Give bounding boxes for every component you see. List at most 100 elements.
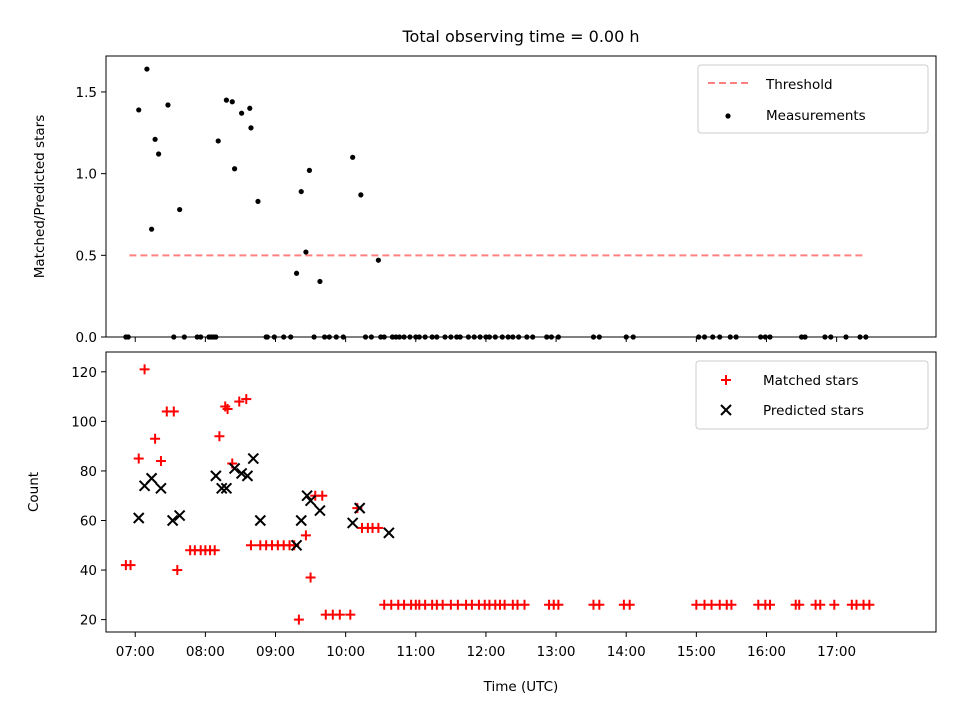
top-y-tick-label: 1.5: [76, 85, 97, 101]
measurement-point: [350, 154, 356, 160]
matched-star-point: [209, 545, 220, 556]
x-tick-label: 09:00: [256, 644, 295, 660]
top-plot-frame: [105, 55, 937, 338]
matched-star-point: [864, 599, 875, 610]
predicted-star-point: [304, 494, 317, 507]
measurement-point: [247, 105, 253, 111]
matched-star-point: [234, 396, 245, 407]
legend-matched-swatch: [721, 375, 731, 385]
matched-stars-points: [120, 364, 875, 625]
predicted-star-point: [295, 514, 307, 527]
measurement-point: [255, 198, 261, 205]
x-tick-label: 11:00: [396, 644, 435, 660]
matched-star-point: [172, 565, 183, 576]
matched-star-point: [317, 490, 328, 501]
predicted-star-point: [216, 482, 228, 494]
matched-star-point: [133, 453, 144, 464]
predicted-star-point: [254, 514, 267, 527]
measurement-point: [229, 99, 235, 105]
matched-star-point: [300, 530, 311, 541]
matched-star-point: [334, 609, 345, 620]
predicted-star-point: [346, 517, 359, 529]
matched-star-point: [726, 599, 737, 610]
matched-star-point: [139, 364, 150, 375]
legend-measurements-label: Measurements: [766, 108, 866, 124]
bottom-x-ticks: 07:00 08:00 09:00 10:00 11:00 12:00 13:00 14:00…: [116, 632, 856, 660]
bottom-y-tick-label: 40: [80, 563, 97, 579]
top-legend: Threshold Measurements: [697, 64, 929, 134]
bottom-y-ticks: 20 40 60 80 100 120: [71, 365, 106, 629]
x-tick-label: 16:00: [747, 644, 786, 660]
matched-star-point: [150, 433, 161, 444]
measurement-point: [358, 192, 364, 198]
predicted-star-point: [133, 512, 145, 524]
measurement-point: [136, 107, 142, 113]
measurement-point: [156, 151, 162, 157]
matched-star-point: [553, 599, 564, 610]
legend-x-marker: [720, 404, 732, 416]
measurement-point: [177, 206, 183, 213]
predicted-star-point: [166, 514, 179, 527]
x-axis-label: Time (UTC): [483, 679, 559, 695]
x-tick-label: 14:00: [607, 644, 646, 660]
predicted-star-point: [145, 472, 158, 485]
top-y-axis-label: Matched/Predicted stars: [32, 115, 48, 278]
bottom-y-tick-label: 60: [80, 513, 97, 529]
legend-matched-label: Matched stars: [763, 373, 859, 389]
x-tick-label: 07:00: [116, 644, 155, 660]
matched-star-point: [794, 599, 805, 610]
matched-star-point: [594, 599, 605, 610]
bottom-legend: Matched stars Predicted stars: [695, 360, 929, 430]
predicted-star-point: [220, 482, 233, 494]
measurement-point: [215, 138, 221, 144]
measurement-point: [293, 270, 300, 276]
bottom-legend-box: [695, 360, 929, 430]
matched-star-point: [373, 522, 384, 533]
predicted-star-point: [235, 467, 248, 480]
measurement-point: [152, 136, 158, 142]
matched-star-point: [168, 406, 179, 417]
measurement-point: [317, 278, 323, 285]
predicted-star-point: [155, 482, 167, 494]
x-tick-label: 13:00: [537, 644, 576, 660]
matched-star-point: [241, 394, 252, 405]
top-plot-panel: 0.0 0.5 1.0 1.5 Matched/Predicted stars Thr…: [32, 55, 937, 346]
predicted-star-point: [210, 470, 222, 482]
matched-star-point: [815, 599, 826, 610]
matched-star-point: [765, 599, 775, 610]
legend-predicted-swatch: [720, 404, 732, 416]
measurement-point: [306, 167, 313, 173]
measurement-point: [223, 97, 230, 103]
matched-star-point: [293, 614, 304, 625]
measurement-point: [375, 257, 381, 263]
top-y-ticks: 0.0 0.5 1.0 1.5: [76, 85, 106, 346]
x-tick-label: 10:00: [326, 644, 365, 660]
bottom-y-tick-label: 120: [71, 365, 97, 381]
matched-star-point: [245, 540, 256, 551]
predicted-star-point: [173, 509, 186, 522]
top-legend-box: [697, 64, 929, 134]
matched-star-point: [214, 431, 225, 442]
bottom-y-tick-label: 80: [80, 464, 97, 480]
predicted-star-point: [301, 490, 313, 502]
measurement-point: [248, 125, 254, 131]
measurement-point: [231, 166, 238, 172]
predicted-star-point: [290, 539, 303, 551]
top-y-tick-label: 0.0: [76, 330, 97, 346]
predicted-star-point: [228, 462, 241, 475]
measurement-point: [303, 249, 309, 255]
bottom-y-tick-label: 20: [80, 613, 97, 629]
predicted-stars-points: [133, 452, 395, 551]
predicted-star-point: [353, 502, 366, 514]
bottom-y-tick-label: 100: [71, 414, 97, 430]
predicted-star-point: [241, 470, 254, 482]
bottom-y-axis-label: Count: [26, 472, 42, 512]
matched-star-point: [345, 609, 356, 620]
measurement-point: [144, 66, 150, 72]
measurement-point: [298, 188, 304, 195]
chart-title: Total observing time = 0.00 h: [401, 27, 639, 46]
matched-star-point: [155, 456, 166, 467]
bottom-plot-panel: 20 40 60 80 100 120 07:00 08:00 09:00 10:00 11:00…: [26, 351, 937, 695]
legend-plus-marker: [721, 375, 731, 385]
